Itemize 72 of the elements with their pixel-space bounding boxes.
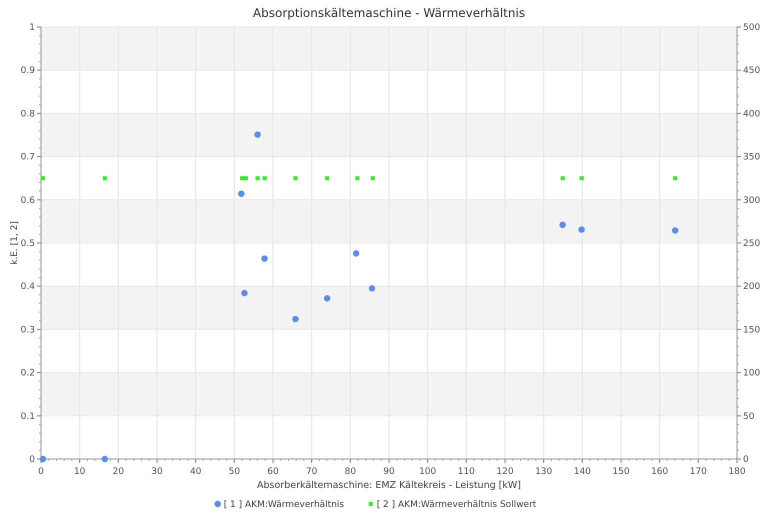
point: [325, 176, 330, 180]
x-tick-label: 0: [38, 467, 44, 477]
x-axis-title: Absorberkältemaschine: EMZ Kältekreis - Leistung [kW]: [257, 480, 521, 491]
x-tick-label: 180: [728, 467, 746, 477]
x-tick-label: 120: [496, 467, 514, 477]
y-tick-label: 0.2: [20, 368, 35, 379]
y2-tick-label: 400: [743, 109, 760, 120]
y-tick-label: 0.6: [20, 196, 36, 206]
legend-label: [ 2 ] AKM:Wärmeverhältnis Sollwert: [376, 500, 537, 510]
y-tick-label: 0.1: [20, 412, 35, 422]
chart-title: Absorptionskältemaschine - Wärmeverhältnis: [252, 6, 526, 20]
y-tick-label: 0.8: [20, 109, 36, 120]
y2-tick-label: 300: [743, 196, 760, 206]
point: [355, 176, 360, 180]
point: [262, 176, 266, 180]
point: [672, 227, 678, 234]
y-tick-label: 1: [29, 23, 35, 33]
y2-tick-label: 200: [743, 282, 760, 292]
x-tick-label: 150: [612, 467, 630, 477]
x-tick-label: 60: [267, 467, 279, 477]
point: [368, 285, 376, 292]
y-tick-label: 0: [29, 455, 36, 465]
x-tick-label: 40: [190, 467, 202, 477]
point: [254, 131, 261, 138]
y-tick-label: 0.7: [20, 152, 35, 163]
y2-tick-label: 50: [743, 412, 755, 422]
y2-tick-label: 150: [743, 325, 760, 336]
x-tick-label: 140: [574, 467, 592, 477]
point: [40, 456, 46, 462]
x-tick-label: 100: [419, 467, 437, 477]
y-tick-label: 0.9: [20, 66, 36, 76]
x-tick-label: 50: [228, 467, 240, 477]
x-tick-label: 90: [383, 467, 395, 477]
x-tick-label: 110: [458, 467, 476, 477]
x-tick-label: 10: [74, 467, 86, 477]
x-tick-label: 20: [112, 467, 124, 477]
y-axis-title: k.E. [1, 2]: [10, 221, 20, 265]
x-tick-label: 170: [690, 467, 708, 477]
point: [40, 176, 45, 180]
x-tick-label: 130: [535, 467, 553, 477]
point: [102, 176, 107, 180]
x-tick-label: 70: [306, 467, 318, 477]
point: [580, 176, 584, 180]
point: [559, 222, 566, 228]
point: [370, 176, 375, 180]
point: [244, 176, 248, 180]
point: [293, 176, 298, 180]
point: [240, 176, 244, 180]
y-tick-label: 0.4: [20, 282, 36, 292]
y2-tick-label: 250: [743, 239, 760, 249]
point: [673, 176, 678, 180]
legend-label: [ 1 ] AKM:Wärmeverhältnis: [224, 500, 344, 510]
y2-tick-label: 450: [743, 66, 760, 76]
point: [241, 290, 248, 296]
point: [102, 456, 108, 462]
point: [261, 255, 268, 262]
x-tick-label: 160: [651, 467, 669, 477]
point: [256, 176, 260, 180]
y2-tick-label: 0: [743, 455, 749, 465]
point: [292, 316, 299, 322]
y2-tick-label: 350: [743, 152, 760, 163]
x-tick-label: 80: [344, 467, 356, 477]
point: [352, 250, 360, 257]
x-tick-label: 30: [151, 467, 163, 477]
y-tick-label: 0.5: [20, 239, 35, 249]
point: [238, 190, 244, 197]
point: [560, 176, 565, 180]
point: [578, 226, 585, 233]
y2-tick-label: 500: [743, 23, 760, 33]
y-tick-label: 0.3: [20, 325, 35, 336]
y2-tick-label: 100: [743, 368, 760, 379]
point: [324, 295, 330, 302]
